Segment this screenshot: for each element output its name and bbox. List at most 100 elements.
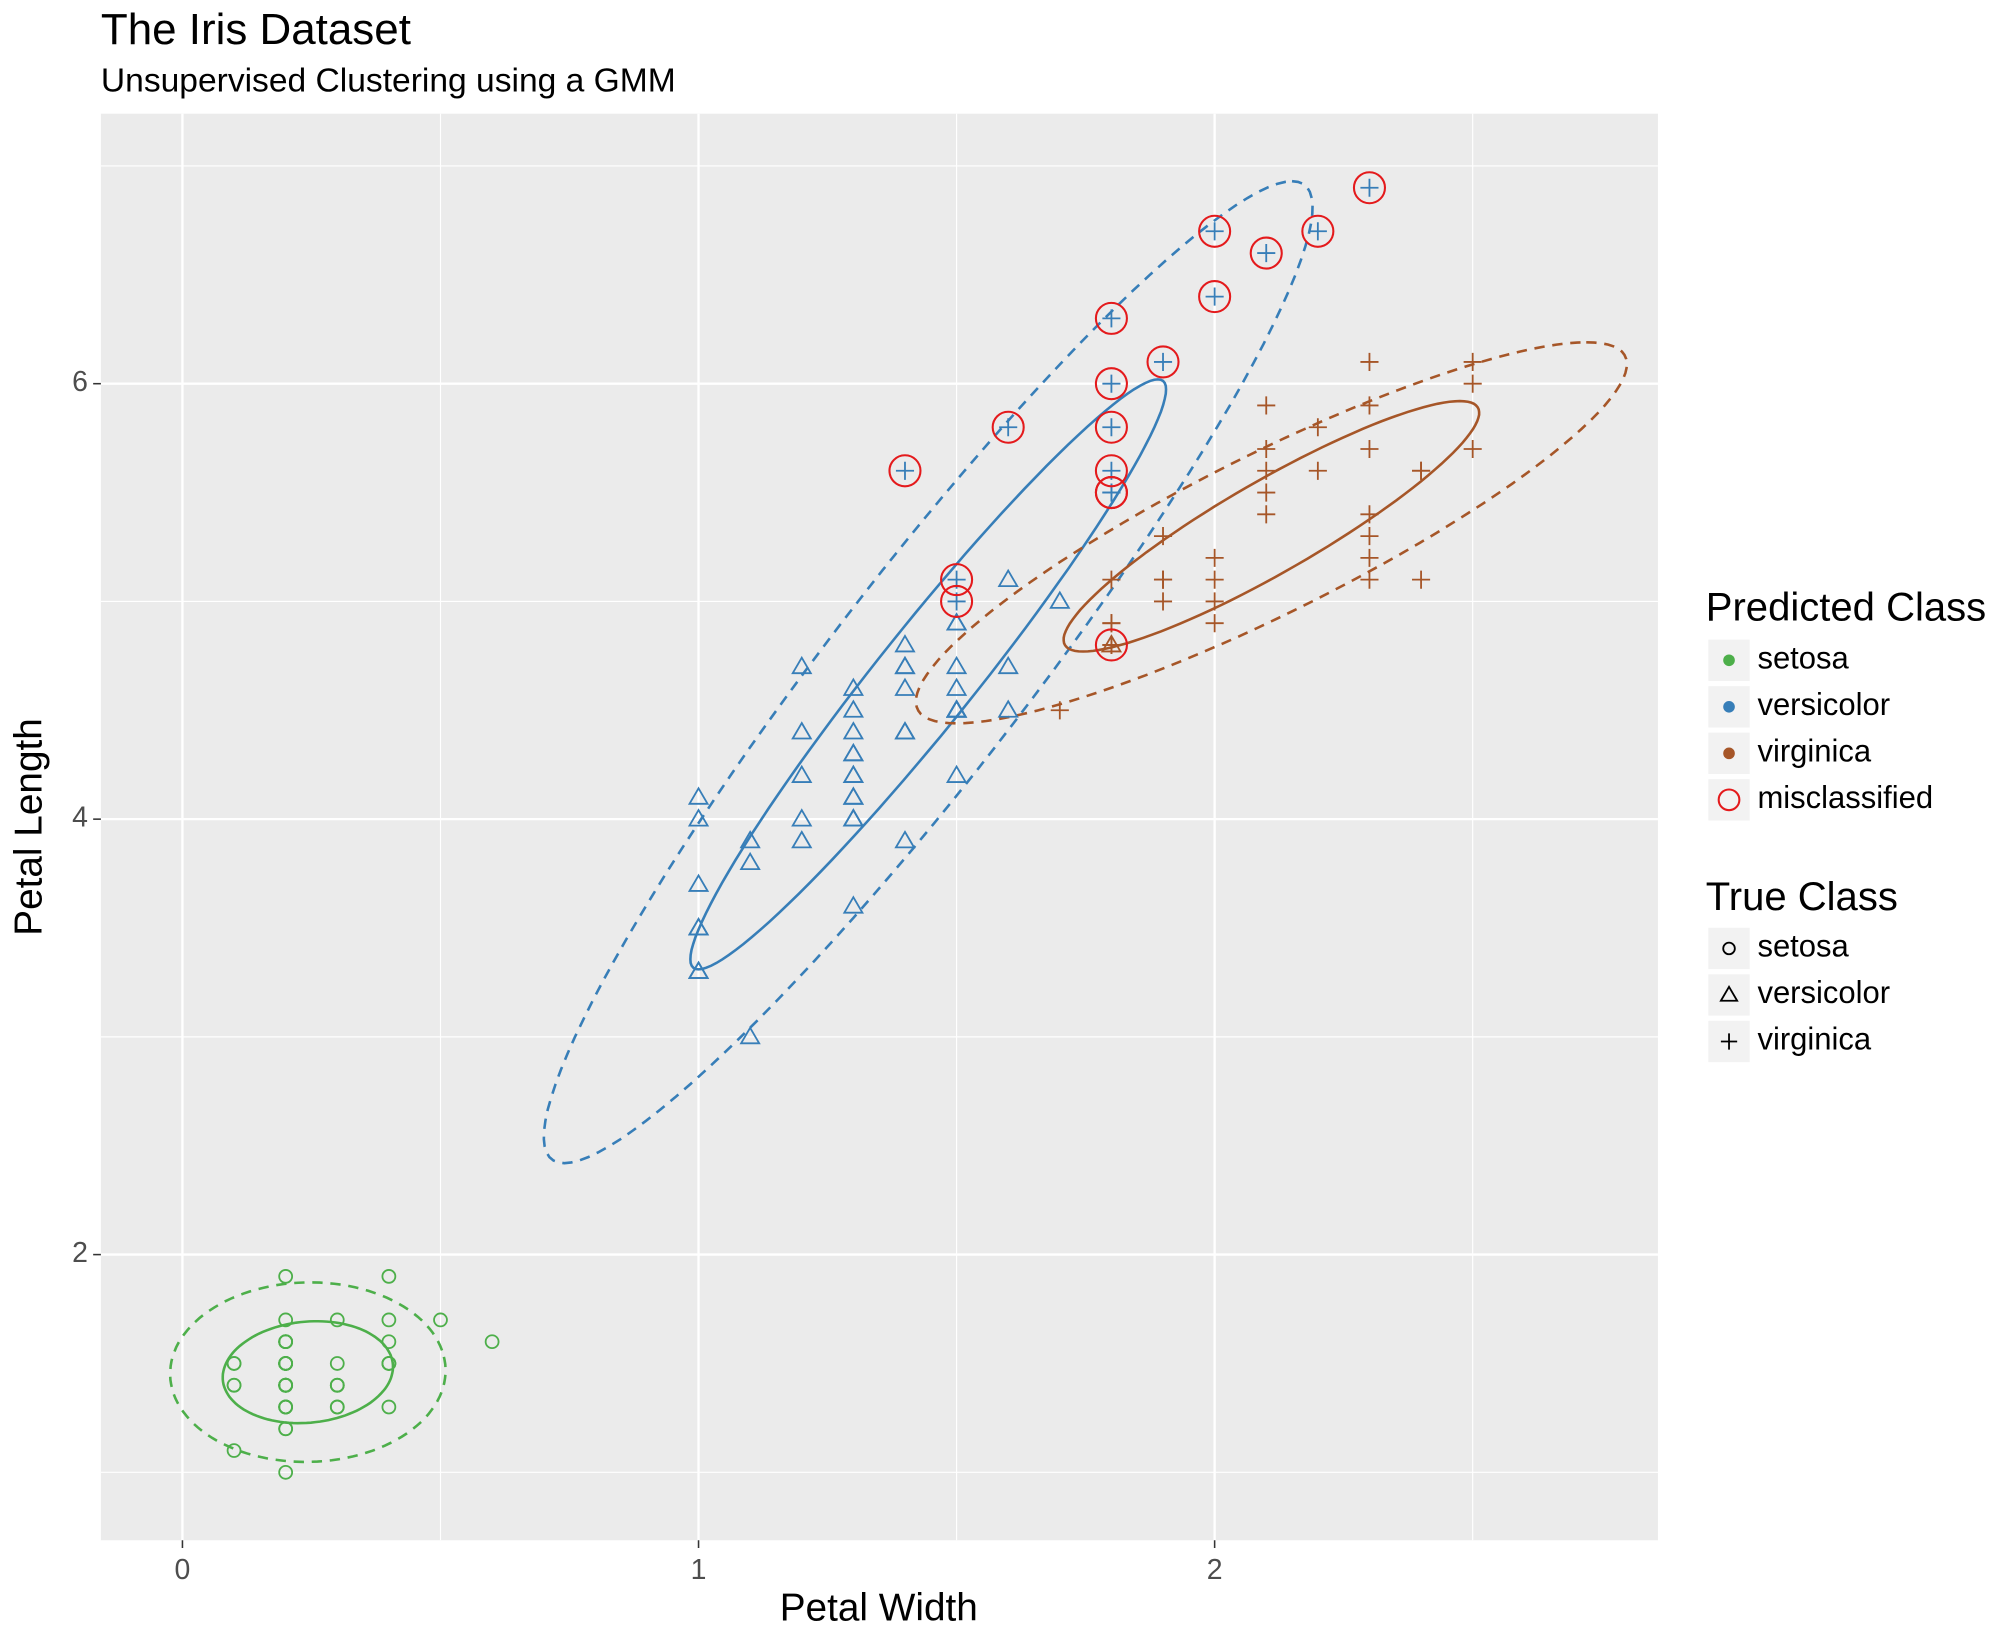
point [1257, 396, 1276, 415]
misclassified-marker [1146, 345, 1180, 379]
point [278, 1399, 294, 1415]
point [997, 568, 1019, 588]
point [1463, 439, 1482, 459]
x-tick-label: 0 [175, 1554, 191, 1586]
point [842, 895, 864, 914]
point [894, 634, 916, 653]
point [329, 1399, 345, 1415]
point [381, 1269, 397, 1284]
misclassified-marker [940, 563, 974, 597]
misclassified-marker [1249, 236, 1283, 270]
point [945, 764, 968, 783]
point [687, 786, 710, 805]
point [226, 1377, 242, 1393]
legend-swatch [1722, 941, 1736, 956]
misclassified-marker [1301, 214, 1335, 248]
point [226, 1443, 242, 1458]
point [997, 655, 1019, 675]
legend-label: versicolor [1757, 975, 1890, 1010]
point [999, 418, 1018, 437]
point [739, 1026, 761, 1045]
legend-key [1708, 927, 1750, 970]
point [278, 1334, 294, 1350]
point [1205, 614, 1224, 633]
legend-title: True Class [1706, 875, 1898, 919]
legend-label: misclassified [1757, 780, 1933, 815]
chart-title: The Iris Dataset [101, 5, 411, 54]
point [1153, 527, 1173, 546]
misclassified-marker [1094, 301, 1128, 335]
point [791, 808, 813, 827]
point [842, 786, 864, 805]
point [381, 1312, 397, 1328]
misclassified-marker [940, 584, 974, 618]
point [945, 699, 968, 718]
misclassified-marker [1094, 454, 1128, 488]
point [1205, 222, 1224, 241]
x-tick-label: 2 [1207, 1554, 1223, 1586]
point [381, 1356, 397, 1371]
legend-label: setosa [1757, 640, 1849, 675]
point [1153, 352, 1173, 371]
point [1257, 461, 1276, 480]
point [1360, 570, 1379, 589]
point [278, 1269, 294, 1284]
point [1463, 352, 1482, 371]
point [329, 1356, 345, 1371]
point [1102, 309, 1121, 328]
point [687, 960, 710, 979]
ellipse [689, 378, 1168, 971]
chart-subtitle: Unsupervised Clustering using a GMM [101, 63, 676, 100]
point [687, 808, 710, 827]
point [329, 1312, 345, 1328]
point [687, 917, 710, 936]
legend-label: virginica [1757, 1022, 1871, 1057]
point [945, 612, 968, 631]
point [1360, 439, 1379, 459]
point [1412, 570, 1431, 589]
legend-swatch [1723, 700, 1735, 713]
point [278, 1464, 294, 1480]
misclassified-marker [1094, 628, 1128, 662]
point [894, 721, 916, 740]
point [997, 699, 1019, 718]
y-axis-label: Petal Length [7, 718, 50, 936]
point [1360, 548, 1379, 567]
y-tick-label: 6 [72, 366, 88, 398]
point [1360, 505, 1379, 524]
point [1050, 701, 1069, 720]
point [1257, 483, 1276, 502]
legend-key [1708, 974, 1750, 1016]
y-tick-label: 4 [72, 802, 88, 834]
point [226, 1356, 242, 1371]
legend-key [1708, 779, 1750, 821]
point [278, 1377, 294, 1393]
ellipse [1062, 399, 1481, 653]
point [842, 764, 864, 783]
point [1257, 505, 1276, 524]
point [1360, 352, 1379, 371]
point [1153, 592, 1173, 611]
misclassified-marker [991, 410, 1025, 444]
point [791, 655, 813, 675]
misclassified-marker [1094, 476, 1128, 510]
legend-title: Predicted Class [1706, 585, 1986, 629]
point [894, 677, 916, 696]
point [1205, 592, 1224, 611]
panel [100, 113, 1658, 1541]
point [739, 851, 761, 871]
point [894, 830, 916, 849]
point [842, 677, 864, 696]
point [1102, 418, 1121, 437]
point [945, 677, 968, 696]
point [842, 721, 864, 740]
point [945, 655, 968, 675]
point [1205, 570, 1224, 589]
point [433, 1312, 448, 1328]
point [687, 873, 710, 892]
point [791, 830, 813, 849]
point [1102, 635, 1121, 655]
point [739, 830, 761, 849]
point [895, 461, 915, 480]
